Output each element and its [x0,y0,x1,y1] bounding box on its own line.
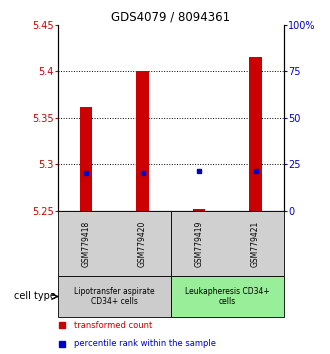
Text: Leukapheresis CD34+
cells: Leukapheresis CD34+ cells [185,287,270,306]
Bar [58,276,171,317]
Text: Lipotransfer aspirate
CD34+ cells: Lipotransfer aspirate CD34+ cells [74,287,154,306]
Bar [58,211,171,276]
Text: GSM779421: GSM779421 [251,220,260,267]
Bar [171,211,284,276]
Text: transformed count: transformed count [74,321,152,330]
Bar [136,71,149,211]
Text: cell type: cell type [14,291,55,302]
Text: GSM779420: GSM779420 [138,220,147,267]
Bar [80,107,92,211]
Text: percentile rank within the sample: percentile rank within the sample [74,339,215,348]
Title: GDS4079 / 8094361: GDS4079 / 8094361 [111,11,230,24]
Bar [249,57,262,211]
Text: GSM779418: GSM779418 [82,220,90,267]
Bar [193,209,205,211]
Text: GSM779419: GSM779419 [194,220,204,267]
Bar [171,276,284,317]
